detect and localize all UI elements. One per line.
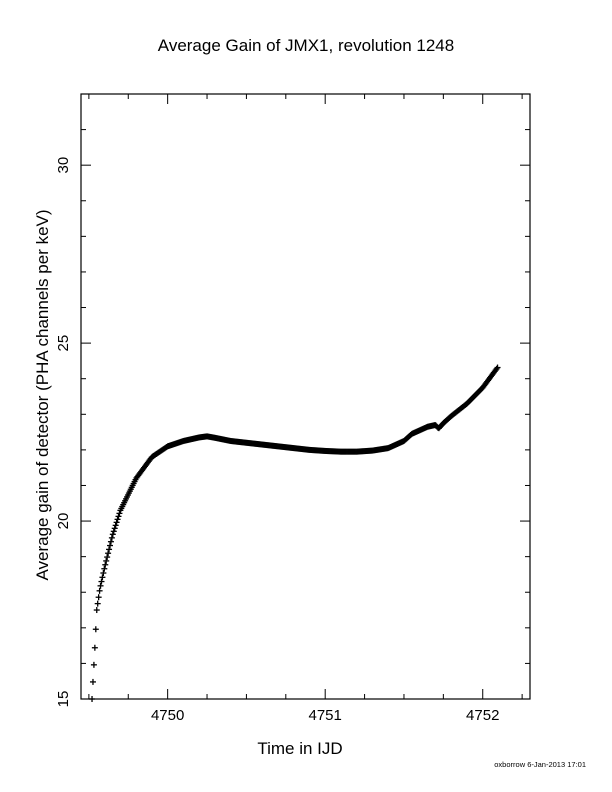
x-tick-label: 4751 <box>309 707 342 724</box>
y-tick-label: 25 <box>55 335 72 352</box>
plot-frame <box>80 93 531 700</box>
footer-credit: oxborrow 6-Jan-2013 17:01 <box>494 760 586 769</box>
x-axis-label: Time in IJD <box>257 739 343 758</box>
chart-title: Average Gain of JMX1, revolution 1248 <box>157 36 455 55</box>
x-tick-label: 4752 <box>466 707 499 724</box>
x-tick-label: 4750 <box>151 707 184 724</box>
axis-ticks: 4750 4751 4752 15 20 25 30 <box>55 93 530 724</box>
y-tick-label: 15 <box>55 691 72 708</box>
y-tick-label: 30 <box>55 157 72 174</box>
data-points <box>89 364 501 702</box>
y-tick-label: 20 <box>55 513 72 530</box>
